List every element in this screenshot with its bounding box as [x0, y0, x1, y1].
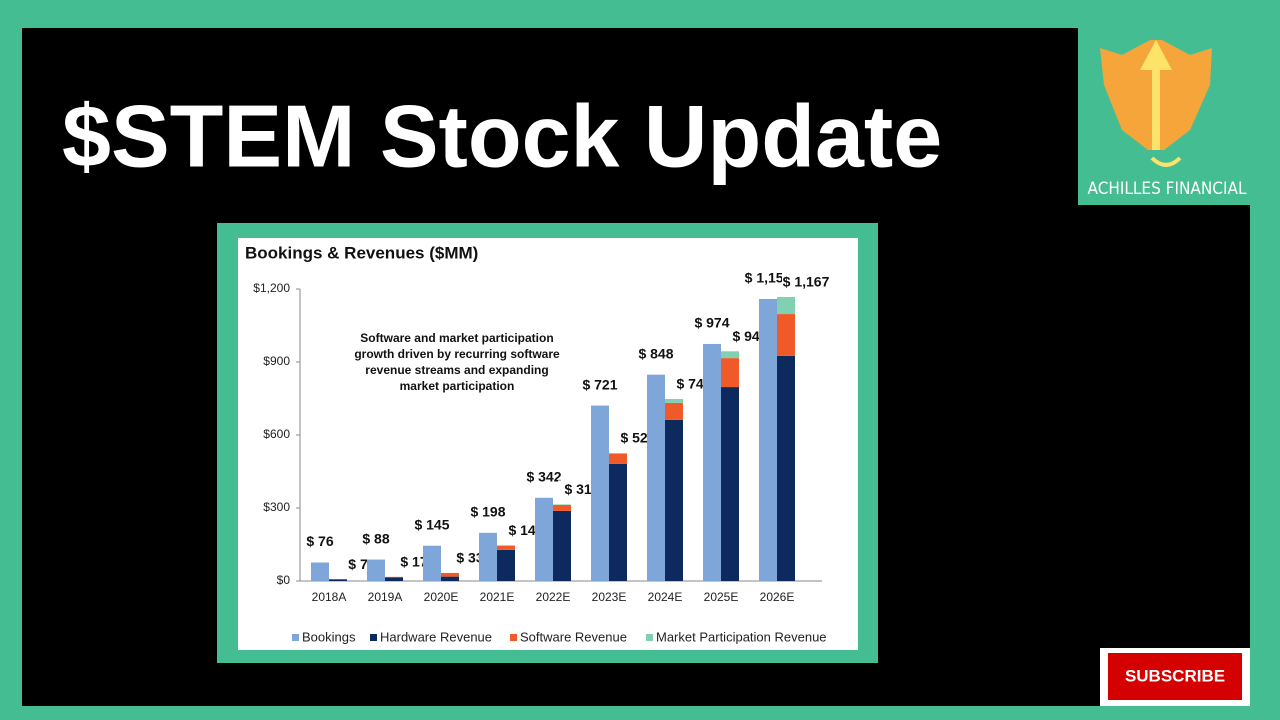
annotation-line: market participation [400, 379, 515, 393]
bookings-bar [759, 298, 777, 581]
revenue-segment [553, 510, 571, 581]
bookings-bar [311, 562, 329, 581]
revenue-segment [721, 387, 739, 581]
y-tick-label: $0 [277, 573, 291, 587]
x-tick-label: 2026E [760, 590, 795, 604]
bookings-bar [647, 374, 665, 581]
y-tick-label: $1,200 [253, 281, 290, 295]
x-tick-label: 2018A [312, 590, 347, 604]
annotation-line: revenue streams and expanding [365, 363, 548, 377]
x-tick-label: 2020E [424, 590, 459, 604]
logo-arc [1150, 156, 1182, 167]
revenue-segment [665, 402, 683, 420]
bookings-label: $ 342 [526, 468, 561, 484]
bookings-bar [591, 405, 609, 581]
subscribe-button[interactable] [1108, 653, 1242, 700]
legend-swatch [370, 634, 377, 641]
x-tick-label: 2022E [536, 590, 571, 604]
y-tick-label: $600 [263, 427, 290, 441]
revenue-total-label: $ 748 [676, 376, 711, 392]
x-tick-label: 2025E [704, 590, 739, 604]
revenue-total-label: $ 147 [508, 522, 543, 538]
revenue-segment [609, 453, 627, 464]
y-tick-label: $300 [263, 500, 290, 514]
bookings-label: $ 848 [638, 345, 673, 361]
revenue-segment [441, 572, 459, 577]
revenue-segment [665, 419, 683, 581]
bookings-bar [423, 545, 441, 581]
bookings-bar [535, 497, 553, 581]
annotation-line: growth driven by recurring software [354, 347, 560, 361]
legend-label: Market Participation Revenue [656, 629, 827, 644]
x-tick-label: 2021E [480, 590, 515, 604]
revenue-segment [665, 398, 683, 403]
bookings-label: $ 145 [414, 516, 449, 532]
revenue-total-label: $ 526 [620, 430, 655, 446]
bookings-label: $ 76 [306, 533, 333, 549]
revenue-segment [609, 463, 627, 581]
legend-swatch [510, 634, 517, 641]
revenue-segment [777, 355, 795, 581]
chart-title: Bookings & Revenues ($MM) [245, 243, 478, 262]
revenue-total-label: $ 944 [732, 328, 767, 344]
legend-label: Hardware Revenue [380, 629, 492, 644]
bookings-bar [703, 343, 721, 581]
x-tick-label: 2023E [592, 590, 627, 604]
revenue-total-label: $ 7 [348, 556, 368, 572]
revenue-segment [441, 576, 459, 581]
revenue-segment [385, 577, 403, 581]
revenue-total-label: $ 1,167 [783, 274, 830, 290]
logo-mark [1100, 40, 1212, 167]
revenue-segment [609, 453, 627, 454]
revenue-segment [777, 297, 795, 315]
headline: $STEM Stock Update [62, 86, 942, 185]
bookings-label: $ 721 [582, 376, 617, 392]
revenue-segment [497, 549, 515, 581]
subscribe-label[interactable]: SUBSCRIBE [1125, 666, 1225, 685]
revenue-total-label: $ 17 [400, 554, 427, 570]
revenue-segment [497, 545, 515, 550]
legend-swatch [292, 634, 299, 641]
logo-arrow [1140, 40, 1172, 150]
legend-swatch [646, 634, 653, 641]
bookings-label: $ 1,159 [745, 270, 792, 286]
y-tick-label: $900 [263, 354, 290, 368]
revenue-total-label: $ 33 [456, 550, 483, 566]
revenue-segment [329, 579, 347, 581]
revenue-segment [553, 504, 571, 511]
x-tick-label: 2019A [368, 590, 403, 604]
logo-text: ACHILLES FINANCIAL [1088, 179, 1247, 199]
revenue-segment [777, 314, 795, 356]
revenue-total-label: $ 315 [564, 481, 599, 497]
revenue-segment [721, 358, 739, 388]
x-tick-label: 2024E [648, 590, 683, 604]
legend-label: Software Revenue [520, 629, 627, 644]
legend-label: Bookings [302, 629, 356, 644]
bookings-label: $ 974 [694, 315, 729, 331]
annotation-line: Software and market participation [360, 331, 553, 345]
bookings-label: $ 88 [362, 530, 389, 546]
bookings-bar [479, 532, 497, 581]
bookings-label: $ 198 [470, 504, 505, 520]
revenue-segment [721, 351, 739, 359]
bookings-bar [367, 559, 385, 581]
revenue-label-bg [782, 273, 830, 294]
